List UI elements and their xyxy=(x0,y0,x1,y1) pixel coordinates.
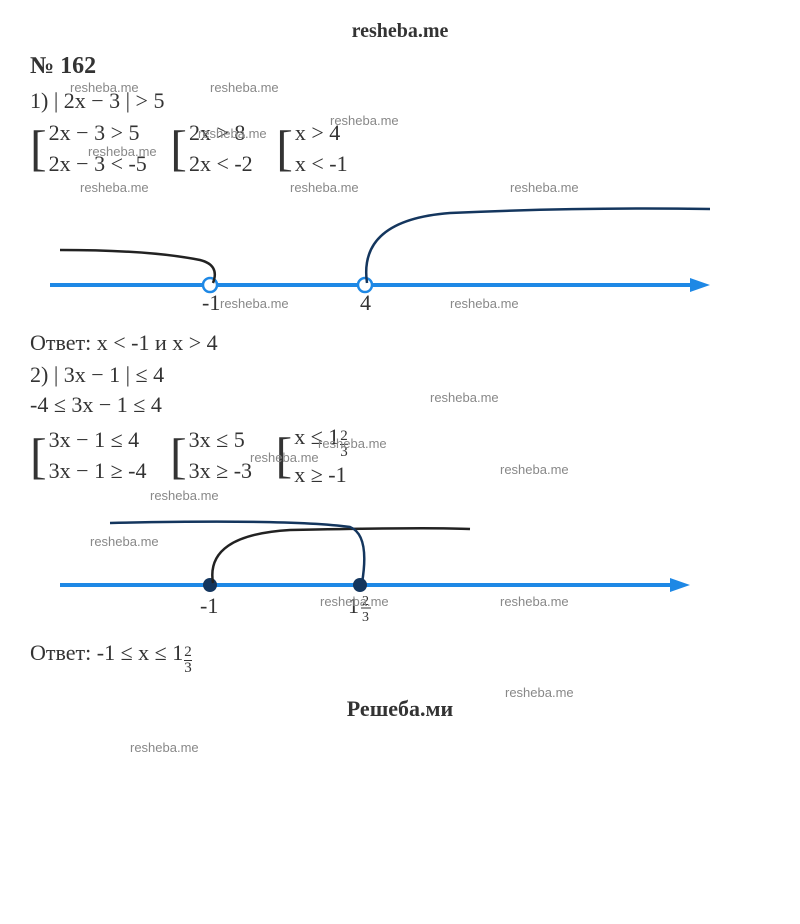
p2-steps: [ 3x − 1 ≤ 4 3x − 1 ≥ -4 [ 3x ≤ 5 3x ≥ -… xyxy=(30,422,770,491)
p2-answer: Ответ: -1 ≤ x ≤ 123 xyxy=(30,640,770,676)
watermark-text: resheba.me xyxy=(80,180,149,195)
p1-bracket2: [ 2x > 8 2x < -2 xyxy=(170,118,252,180)
p2-s1a: 3x − 1 ≤ 4 xyxy=(49,425,147,456)
p1-numberline: -1 4 xyxy=(30,195,730,315)
bracket-left-icon: [ xyxy=(276,126,293,171)
p2-bracket3: [ x ≤ 123 x ≥ -1 xyxy=(276,422,348,491)
bracket-left-icon: [ xyxy=(276,433,293,478)
watermark-text: resheba.me xyxy=(510,180,579,195)
p1-s1b: 2x − 3 < -5 xyxy=(49,149,147,180)
bracket-left-icon: [ xyxy=(170,434,187,479)
bracket-left-icon: [ xyxy=(30,126,47,171)
p2-statement: 2) | 3x − 1 | ≤ 4 xyxy=(30,362,770,388)
p2-s3a: x ≤ 123 xyxy=(294,422,348,460)
p2-s2b: 3x ≥ -3 xyxy=(189,456,252,487)
p2-bracket2: [ 3x ≤ 5 3x ≥ -3 xyxy=(170,425,252,487)
p1-s3a: x > 4 xyxy=(295,118,348,149)
watermark-text: resheba.me xyxy=(130,740,199,755)
p1-bracket3: [ x > 4 x < -1 xyxy=(276,118,347,180)
p1-s2a: 2x > 8 xyxy=(189,118,253,149)
p1-s1a: 2x − 3 > 5 xyxy=(49,118,147,149)
p2-s3b: x ≥ -1 xyxy=(294,460,348,491)
p2-compound: -4 ≤ 3x − 1 ≤ 4 xyxy=(30,392,770,418)
p1-s2b: 2x < -2 xyxy=(189,149,253,180)
p2-bracket1: [ 3x − 1 ≤ 4 3x − 1 ≥ -4 xyxy=(30,425,146,487)
p2-nl-label1: -1 xyxy=(200,593,218,618)
p1-steps: [ 2x − 3 > 5 2x − 3 < -5 [ 2x > 8 2x < -… xyxy=(30,118,770,180)
p2-nl-label2: 1 xyxy=(348,593,359,618)
p1-nl-label2: 4 xyxy=(360,290,371,315)
content-wrapper: resheba.me № 162 1) | 2x − 3 | > 5 [ 2x … xyxy=(30,20,770,722)
svg-text:2: 2 xyxy=(362,594,369,609)
watermark-text: resheba.me xyxy=(290,180,359,195)
p2-s1b: 3x − 1 ≥ -4 xyxy=(49,456,147,487)
bracket-left-icon: [ xyxy=(170,126,187,171)
p2-s2a: 3x ≤ 5 xyxy=(189,425,252,456)
bracket-left-icon: [ xyxy=(30,434,47,479)
header-watermark: resheba.me xyxy=(30,20,770,43)
footer-watermark: Решеба.ми xyxy=(30,696,770,722)
svg-text:3: 3 xyxy=(362,610,369,625)
p1-nl-label1: -1 xyxy=(202,290,220,315)
p1-answer: Ответ: x < -1 и x > 4 xyxy=(30,330,770,356)
p1-statement: 1) | 2x − 3 | > 5 xyxy=(30,88,770,114)
problem-number: № 162 xyxy=(30,53,770,80)
p1-bracket1: [ 2x − 3 > 5 2x − 3 < -5 xyxy=(30,118,147,180)
p2-numberline: -1 1 2 3 xyxy=(30,505,730,625)
p1-s3b: x < -1 xyxy=(295,149,348,180)
